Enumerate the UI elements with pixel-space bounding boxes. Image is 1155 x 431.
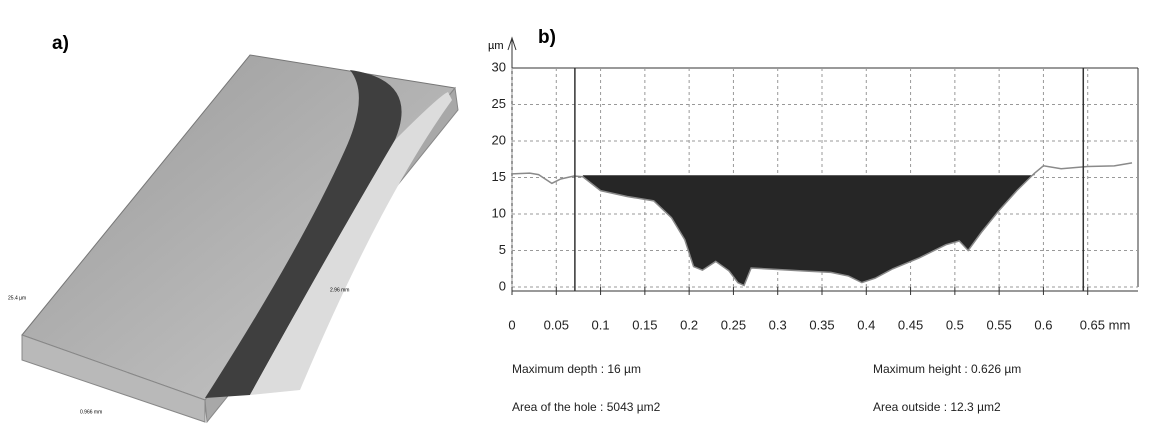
x-tick-label: 0.45 bbox=[898, 317, 923, 332]
x-tick-label: 0.2 bbox=[680, 317, 698, 332]
y-tick-label: 25 bbox=[492, 96, 506, 111]
panel-a-image bbox=[21, 54, 459, 424]
scale-label: 2.96 mm bbox=[330, 287, 349, 293]
x-tick-label: 0.3 bbox=[769, 317, 787, 332]
panel-label: a) bbox=[52, 33, 69, 54]
x-tick-label: 0.35 bbox=[809, 317, 834, 332]
x-tick-label: 0.25 bbox=[721, 317, 746, 332]
scale-label: 0.966 mm bbox=[80, 409, 102, 415]
annotation: Maximum depth : 16 µm bbox=[512, 362, 641, 376]
x-tick-label: 0.5 bbox=[946, 317, 964, 332]
x-tick-label: 0.55 bbox=[986, 317, 1011, 332]
y-axis-arrow bbox=[507, 36, 517, 51]
y-tick-label: 5 bbox=[499, 242, 506, 257]
panel-label: b) bbox=[538, 27, 556, 48]
annotation: Area of the hole : 5043 µm2 bbox=[512, 400, 661, 414]
hole-area bbox=[582, 173, 1035, 286]
y-tick-label: 20 bbox=[492, 132, 506, 147]
y-tick-label: 15 bbox=[492, 169, 506, 184]
annotation: Area outside : 12.3 µm2 bbox=[873, 400, 1001, 414]
scale-label: 25.4 µm bbox=[8, 295, 26, 301]
x-tick-label: 0.05 bbox=[544, 317, 569, 332]
x-tick-label: 0.6 bbox=[1034, 317, 1052, 332]
profile-line bbox=[511, 162, 1133, 287]
annotation: Maximum height : 0.626 µm bbox=[873, 362, 1021, 376]
y-tick-label: 30 bbox=[492, 59, 506, 74]
x-tick-label: 0.15 bbox=[632, 317, 657, 332]
x-tick-label: 0.65 mm bbox=[1080, 317, 1131, 332]
y-tick-label: 10 bbox=[492, 205, 506, 220]
y-tick-label: 0 bbox=[499, 278, 506, 293]
y-axis-label: µm bbox=[488, 40, 504, 52]
x-tick-label: 0 bbox=[508, 317, 515, 332]
x-tick-label: 0.1 bbox=[592, 317, 610, 332]
x-tick-label: 0.4 bbox=[857, 317, 875, 332]
